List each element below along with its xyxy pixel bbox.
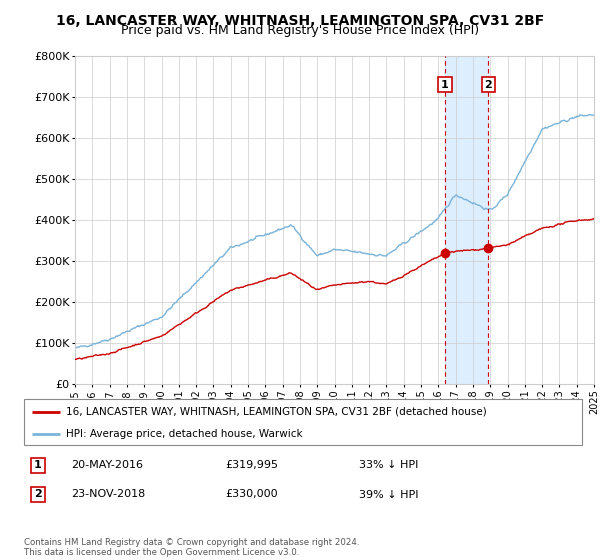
Text: Contains HM Land Registry data © Crown copyright and database right 2024.
This d: Contains HM Land Registry data © Crown c… <box>24 538 359 557</box>
Text: 23-NOV-2018: 23-NOV-2018 <box>71 489 146 500</box>
Text: £330,000: £330,000 <box>225 489 278 500</box>
Text: 33% ↓ HPI: 33% ↓ HPI <box>359 460 418 470</box>
Bar <box>445 56 488 384</box>
Text: 2: 2 <box>485 80 493 90</box>
Text: 39% ↓ HPI: 39% ↓ HPI <box>359 489 418 500</box>
FancyBboxPatch shape <box>24 399 582 445</box>
Text: 2: 2 <box>34 489 42 500</box>
Text: 20-MAY-2016: 20-MAY-2016 <box>71 460 143 470</box>
Text: 1: 1 <box>34 460 42 470</box>
Text: 16, LANCASTER WAY, WHITNASH, LEAMINGTON SPA, CV31 2BF (detached house): 16, LANCASTER WAY, WHITNASH, LEAMINGTON … <box>66 407 487 417</box>
Text: 16, LANCASTER WAY, WHITNASH, LEAMINGTON SPA, CV31 2BF: 16, LANCASTER WAY, WHITNASH, LEAMINGTON … <box>56 14 544 28</box>
Text: HPI: Average price, detached house, Warwick: HPI: Average price, detached house, Warw… <box>66 428 302 438</box>
Text: £319,995: £319,995 <box>225 460 278 470</box>
Text: Price paid vs. HM Land Registry's House Price Index (HPI): Price paid vs. HM Land Registry's House … <box>121 24 479 37</box>
Text: 1: 1 <box>441 80 449 90</box>
